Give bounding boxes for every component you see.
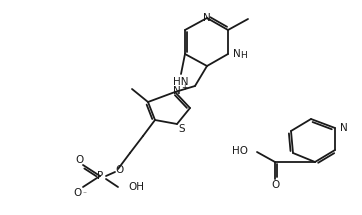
Text: HO: HO (232, 146, 248, 156)
Text: ⁻: ⁻ (82, 189, 86, 198)
Text: HN: HN (173, 77, 189, 87)
Text: N: N (203, 13, 211, 23)
Text: O: O (115, 165, 123, 175)
Text: +: + (181, 83, 187, 92)
Text: S: S (179, 124, 185, 134)
Text: P: P (97, 171, 103, 181)
Text: O: O (74, 188, 82, 198)
Text: N: N (173, 86, 181, 96)
Text: O: O (271, 180, 279, 190)
Text: O: O (75, 155, 83, 165)
Text: H: H (240, 52, 247, 60)
Text: N: N (340, 123, 348, 133)
Text: N: N (233, 49, 241, 59)
Text: OH: OH (128, 182, 144, 192)
